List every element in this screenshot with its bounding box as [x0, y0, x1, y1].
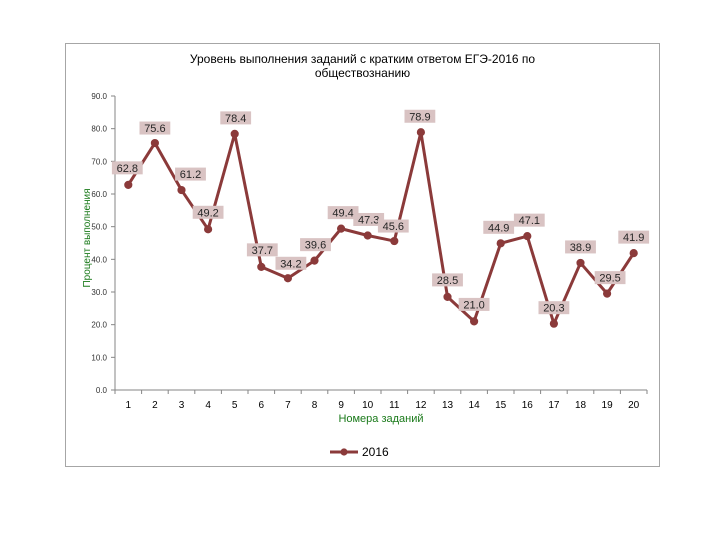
data-label: 20.3	[543, 303, 564, 315]
data-point	[629, 249, 638, 258]
data-label-box	[513, 213, 545, 227]
x-tick-label: 12	[415, 400, 427, 411]
data-point	[337, 224, 346, 233]
x-tick-label: 19	[602, 400, 614, 411]
data-point	[390, 236, 399, 246]
data-label: 47.1	[519, 215, 540, 227]
data-point	[204, 225, 213, 234]
data-point	[363, 231, 372, 240]
x-tick-label: 10	[362, 400, 374, 411]
data-label-box	[404, 109, 436, 123]
data-label-box	[327, 206, 359, 220]
x-tick-label: 15	[495, 400, 507, 411]
data-point	[470, 317, 479, 326]
data-label: 61.2	[180, 169, 201, 181]
data-label: 28.5	[437, 275, 458, 287]
data-label: 45.6	[383, 221, 404, 233]
x-tick-label: 16	[522, 400, 534, 411]
y-axis-title: Процент выполнения	[82, 188, 93, 287]
data-label: 78.9	[409, 111, 430, 123]
chart-title: Уровень выполнения заданий с кратким отв…	[65, 52, 660, 80]
data-label: 44.9	[488, 222, 509, 234]
x-tick-label: 20	[628, 400, 640, 411]
x-tick-label: 6	[259, 400, 265, 411]
data-point	[576, 258, 585, 268]
legend-marker	[340, 448, 348, 456]
data-label: 34.2	[280, 258, 301, 270]
data-label-box	[618, 230, 650, 244]
x-tick-label: 14	[469, 400, 481, 411]
data-point	[310, 256, 319, 265]
data-point	[230, 129, 239, 138]
data-label: 47.3	[358, 214, 379, 226]
data-point	[496, 239, 505, 248]
data-point	[150, 138, 159, 148]
data-label-box	[175, 167, 206, 181]
data-point	[603, 289, 612, 298]
data-point	[523, 232, 532, 241]
data-point	[549, 319, 559, 328]
x-tick-label: 13	[442, 400, 454, 411]
data-label: 37.7	[252, 245, 273, 257]
x-tick-label: 17	[548, 400, 560, 411]
data-label: 38.9	[570, 242, 591, 254]
x-tick-label: 4	[205, 400, 211, 411]
x-tick-label: 3	[179, 400, 185, 411]
data-label: 29.5	[599, 273, 620, 285]
data-label: 78.4	[225, 113, 246, 125]
data-label-box	[377, 219, 409, 233]
data-label-box	[483, 220, 515, 234]
data-label: 39.6	[305, 240, 326, 252]
y-tick-label: 0.0	[96, 386, 108, 395]
y-tick-label: 50.0	[91, 223, 107, 232]
x-tick-label: 7	[285, 400, 291, 411]
x-tick-label: 1	[126, 400, 132, 411]
chart-frame	[65, 43, 660, 467]
data-label-box	[353, 212, 385, 226]
data-label: 62.8	[117, 163, 138, 175]
data-point	[257, 262, 266, 271]
data-label-box	[275, 256, 307, 270]
x-tick-label: 2	[152, 400, 158, 411]
data-point	[416, 128, 425, 137]
y-tick-label: 80.0	[91, 125, 107, 134]
data-label: 49.2	[197, 207, 218, 219]
data-point	[177, 185, 186, 195]
data-label: 41.9	[623, 232, 644, 244]
y-tick-label: 60.0	[91, 190, 107, 199]
data-label-box	[300, 238, 331, 252]
legend-label: 2016	[362, 445, 389, 459]
x-tick-label: 9	[338, 400, 344, 411]
y-tick-label: 20.0	[91, 321, 107, 330]
x-axis-title: Номера заданий	[338, 413, 423, 425]
y-tick-label: 30.0	[91, 288, 107, 297]
data-label: 49.4	[332, 208, 353, 220]
chart-title-line-2: обществознанию	[314, 66, 411, 80]
data-label-box	[565, 240, 596, 254]
data-label: 75.6	[144, 123, 165, 135]
data-label-box	[458, 297, 490, 311]
data-point	[283, 274, 292, 283]
x-tick-label: 18	[575, 400, 587, 411]
y-tick-label: 90.0	[91, 92, 107, 101]
x-tick-label: 11	[389, 400, 400, 411]
data-label-box	[594, 271, 626, 285]
data-label: 21.0	[463, 299, 484, 311]
chart-title-line-1: Уровень выполнения заданий с кратким отв…	[189, 52, 536, 66]
y-tick-label: 10.0	[91, 353, 107, 362]
data-point	[124, 180, 133, 189]
data-label-box	[246, 243, 278, 257]
data-label-box	[432, 273, 463, 287]
data-label-box	[111, 161, 143, 175]
data-label-box	[220, 111, 252, 125]
data-label-box	[538, 301, 570, 315]
data-label-box	[139, 121, 171, 135]
y-tick-label: 40.0	[91, 255, 107, 264]
x-tick-label: 8	[312, 400, 318, 411]
data-point	[443, 292, 452, 301]
x-tick-label: 5	[232, 400, 238, 411]
y-tick-label: 70.0	[91, 157, 107, 166]
data-label-box	[192, 205, 224, 219]
